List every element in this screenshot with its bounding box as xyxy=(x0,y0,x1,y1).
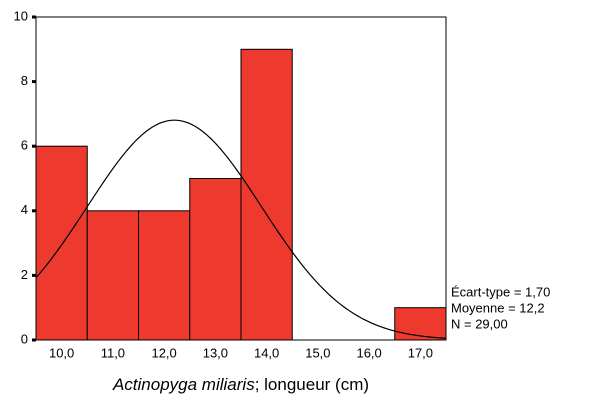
bar xyxy=(138,210,191,341)
x-axis-label: Actinopyga miliaris; longueur (cm) xyxy=(112,375,369,394)
x-tick-label: 13,0 xyxy=(203,345,228,360)
bar xyxy=(35,145,88,341)
bar xyxy=(86,210,139,341)
y-tick-label: 0 xyxy=(21,331,28,346)
y-tick-label: 10 xyxy=(14,8,28,23)
y-tick-label: 6 xyxy=(21,138,28,153)
bar xyxy=(240,48,293,341)
x-tick-label: 11,0 xyxy=(101,345,125,360)
x-tick-label: 14,0 xyxy=(254,345,279,360)
x-tick-label: 10,0 xyxy=(49,345,74,360)
normal-curve xyxy=(35,119,447,339)
x-label-species: Actinopyga miliaris xyxy=(112,375,255,394)
stat-label: N = 29,00 xyxy=(451,316,508,331)
x-label-unit: ; longueur (cm) xyxy=(255,375,369,394)
x-tick-label: 16,0 xyxy=(356,345,381,360)
y-tick-label: 4 xyxy=(21,202,28,217)
stat-label: Moyenne = 12,2 xyxy=(451,300,545,315)
x-tick-label: 17,0 xyxy=(408,345,433,360)
y-tick-label: 8 xyxy=(21,73,28,88)
x-tick-label: 12,0 xyxy=(151,345,176,360)
x-tick-label: 15,0 xyxy=(305,345,330,360)
stat-label: Écart-type = 1,70 xyxy=(451,284,550,299)
bar xyxy=(394,307,447,341)
bar xyxy=(189,178,242,341)
y-tick-label: 2 xyxy=(21,267,28,282)
